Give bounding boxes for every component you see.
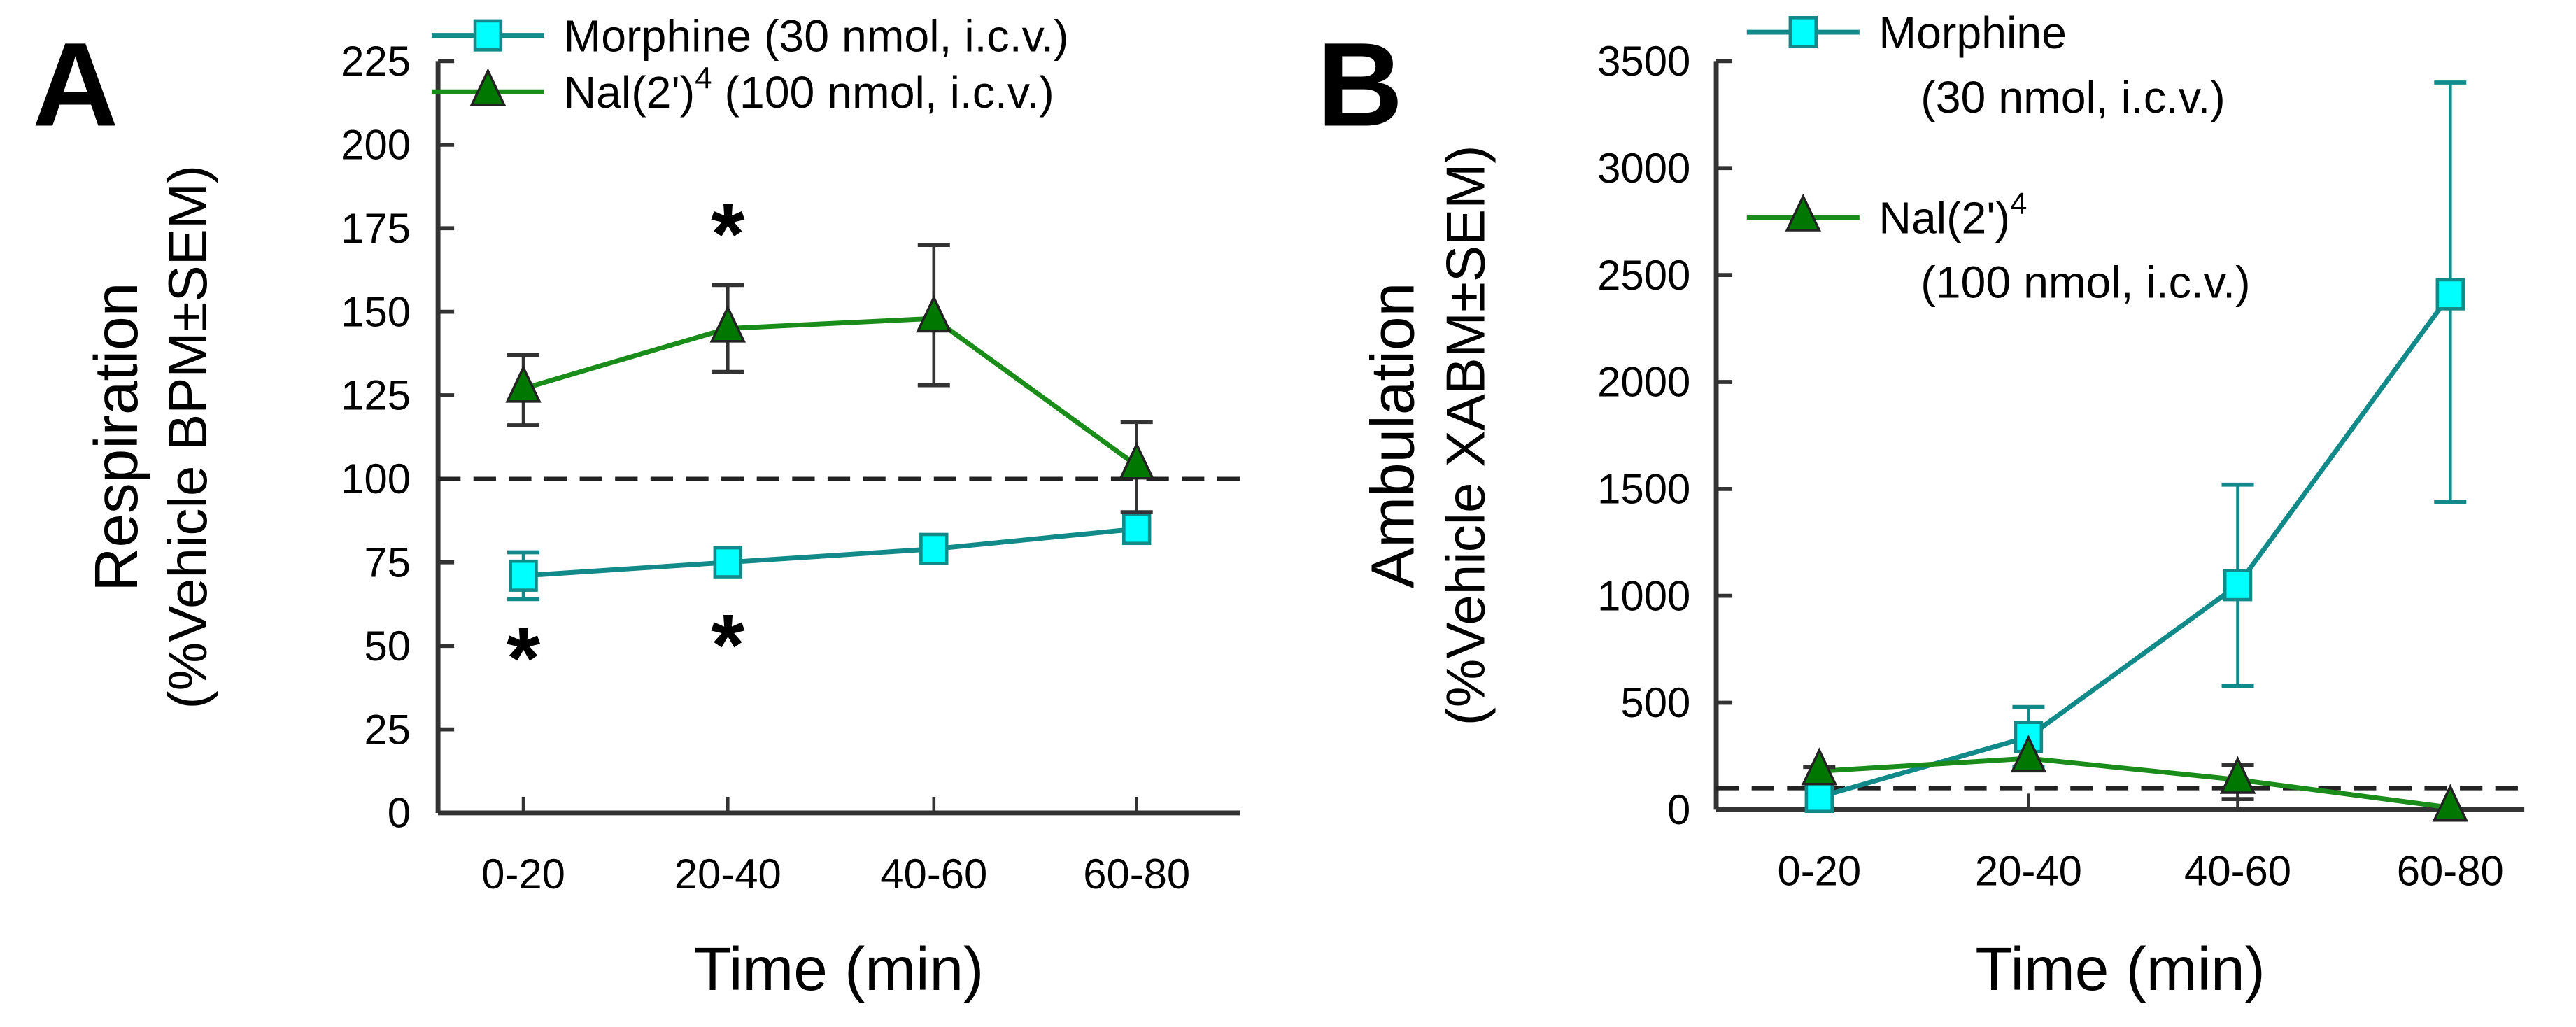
y-tick-label: 500: [1620, 679, 1690, 726]
series-morphine: [1804, 80, 2467, 814]
x-tick-label: 20-40: [1975, 848, 2082, 895]
y-tick-label: 25: [364, 706, 411, 753]
legend-label-text: Nal(2'): [564, 67, 695, 118]
y-tick-label: 200: [341, 122, 411, 169]
series-line: [1818, 292, 2453, 800]
y-axis-label-units: (%Vehicle BPM±SEM): [157, 165, 218, 709]
legend-label: Morphine (30 nmol, i.c.v.): [564, 11, 1069, 62]
legend-label-suffix: (100 nmol, i.c.v.): [712, 67, 1054, 118]
y-tick-label: 175: [341, 205, 411, 252]
data-point: [1804, 781, 1834, 814]
data-point: [509, 559, 538, 592]
x-tick-label: 60-80: [1083, 851, 1190, 898]
legend: Morphine (30 nmol, i.c.v.) Nal(2')4 (100 nm…: [1746, 8, 2251, 308]
data-point: [713, 546, 742, 579]
legend-label: Nal(2')4: [1878, 187, 2027, 243]
legend-label-text: Nal(2'): [1878, 193, 2010, 243]
x-axis-label: Time (min): [1975, 935, 2265, 1003]
legend-label-line2: (100 nmol, i.c.v.): [1920, 257, 2250, 308]
data-point: [919, 532, 949, 565]
y-tick-label: 50: [364, 623, 411, 670]
data-point: [505, 364, 542, 403]
x-tick-label: 60-80: [2397, 848, 2504, 895]
legend-marker: [1785, 193, 1822, 232]
y-axis-label: Ambulation: [1358, 283, 1427, 588]
data-point: [2432, 784, 2469, 822]
panel-b: B 0 500 1000 1500 2000 2500 3000 3500 0-20 20-40 40…: [1317, 8, 2525, 1003]
data-point: [2219, 756, 2256, 794]
y-axis-label: Respiration: [82, 283, 150, 592]
y-tick-label: 0: [388, 790, 411, 837]
y-tick-label: 0: [1667, 786, 1690, 833]
legend-label-text: Morphine (30 nmol, i.c.v.): [564, 11, 1069, 62]
y-tick-label: 2000: [1597, 359, 1690, 406]
significance-asterisk: *: [711, 597, 745, 693]
y-tick-label: 3500: [1597, 38, 1690, 85]
legend-label-sup: 4: [695, 62, 712, 96]
data-point: [2223, 569, 2253, 602]
series-nal: [505, 243, 1155, 515]
significance-asterisk: *: [711, 186, 745, 283]
legend-label-line2: (30 nmol, i.c.v.): [1920, 72, 2225, 122]
y-tick-label: 1500: [1597, 466, 1690, 513]
legend-label: Nal(2')4 (100 nmol, i.c.v.): [564, 62, 1054, 118]
x-tick-label: 0-20: [481, 851, 565, 898]
legend-label-sup: 4: [2010, 187, 2027, 221]
series-line: [523, 526, 1138, 579]
data-point: [709, 304, 746, 343]
data-point: [1122, 513, 1152, 546]
series-line: [523, 316, 1138, 468]
x-tick-label: 20-40: [674, 851, 781, 898]
x-tick-label: 0-20: [1777, 848, 1861, 895]
y-tick-label: 1000: [1597, 572, 1690, 619]
panel-label: A: [32, 18, 118, 151]
x-axis-label: Time (min): [694, 935, 984, 1003]
data-point: [2010, 735, 2047, 773]
legend-label: Morphine: [1878, 8, 2067, 58]
x-tick-label: 40-60: [880, 851, 987, 898]
significance-asterisk: *: [507, 610, 541, 707]
panel-label: B: [1317, 18, 1403, 151]
series-morphine: [507, 513, 1152, 602]
legend: Morphine (30 nmol, i.c.v.)Nal(2')4 (100 …: [431, 11, 1069, 118]
data-point: [916, 295, 952, 333]
legend-label-text: Morphine: [1878, 8, 2067, 58]
series-nal: [1801, 735, 2469, 822]
data-point: [1118, 441, 1155, 480]
data-point: [2435, 278, 2465, 311]
legend-marker: [1788, 16, 1818, 49]
y-tick-label: 100: [341, 455, 411, 502]
y-tick-label: 75: [364, 539, 411, 586]
y-tick-label: 150: [341, 288, 411, 335]
y-axis-label-units: (%Vehicle XABM±SEM): [1435, 146, 1496, 726]
data-point: [1801, 747, 1838, 786]
panel-a: A 0 25 50 75 100 125 150 175 200 225 0-20 20-40 40-60…: [32, 11, 1240, 1003]
legend-marker: [473, 19, 503, 52]
x-tick-label: 40-60: [2184, 848, 2291, 895]
y-tick-label: 225: [341, 38, 411, 85]
legend-marker: [469, 68, 507, 106]
series-line: [1819, 756, 2451, 810]
y-tick-label: 3000: [1597, 145, 1690, 192]
y-tick-label: 2500: [1597, 252, 1690, 299]
y-tick-label: 125: [341, 372, 411, 419]
